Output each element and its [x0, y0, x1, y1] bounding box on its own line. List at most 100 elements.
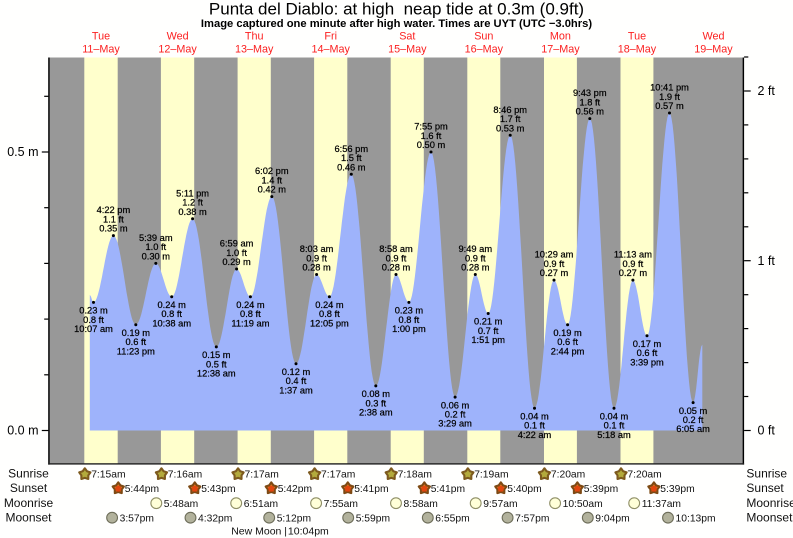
svg-text:0.06 m: 0.06 m [441, 400, 470, 410]
svg-text:5:11 pm: 5:11 pm [176, 188, 209, 198]
svg-text:5:39pm: 5:39pm [660, 484, 694, 495]
svg-text:7:20am: 7:20am [627, 470, 661, 481]
svg-text:4:22 pm: 4:22 pm [97, 205, 131, 215]
svg-text:10:13pm: 10:13pm [676, 513, 716, 524]
svg-text:0.08 m: 0.08 m [362, 389, 391, 399]
svg-text:1.8 ft: 1.8 ft [579, 97, 600, 107]
svg-text:Image captured one minute afte: Image captured one minute after high wat… [201, 18, 592, 30]
svg-text:Moonset: Moonset [5, 510, 52, 524]
svg-text:5:39 am: 5:39 am [139, 233, 173, 243]
svg-text:3:39 pm: 3:39 pm [630, 357, 664, 367]
svg-text:New Moon | 10:04pm: New Moon | 10:04pm [231, 526, 329, 538]
svg-text:0.24 m: 0.24 m [315, 300, 344, 310]
svg-text:0.5 ft: 0.5 ft [206, 359, 227, 369]
svg-text:0.04 m: 0.04 m [600, 411, 629, 421]
svg-text:Mon: Mon [550, 30, 571, 42]
svg-text:0.29 m: 0.29 m [222, 257, 251, 267]
svg-text:1.4 ft: 1.4 ft [261, 175, 282, 185]
svg-text:0.28 m: 0.28 m [302, 263, 331, 273]
svg-text:0.35 m: 0.35 m [99, 224, 128, 234]
svg-text:0.3 ft: 0.3 ft [365, 398, 386, 408]
svg-text:0.2 ft: 0.2 ft [445, 410, 466, 420]
svg-text:5:41pm: 5:41pm [354, 484, 388, 495]
svg-text:10:29 am: 10:29 am [535, 250, 574, 260]
svg-text:6:59 am: 6:59 am [220, 239, 254, 249]
svg-text:5:59pm: 5:59pm [356, 513, 390, 524]
svg-text:Tue: Tue [92, 30, 110, 42]
svg-text:7:17am: 7:17am [321, 470, 355, 481]
svg-text:15–May: 15–May [388, 44, 427, 56]
svg-text:0.9 ft: 0.9 ft [465, 253, 486, 263]
svg-text:5:41pm: 5:41pm [431, 484, 465, 495]
svg-text:7:19am: 7:19am [474, 470, 508, 481]
svg-text:Sat: Sat [399, 30, 415, 42]
svg-text:17–May: 17–May [541, 44, 580, 56]
svg-text:0.2 ft: 0.2 ft [683, 415, 704, 425]
svg-text:9:57am: 9:57am [483, 499, 517, 510]
svg-text:7:15am: 7:15am [91, 470, 125, 481]
svg-text:0.28 m: 0.28 m [382, 263, 411, 273]
svg-text:0.9 ft: 0.9 ft [544, 259, 565, 269]
svg-text:0.6 ft: 0.6 ft [637, 348, 658, 358]
svg-text:Tue: Tue [628, 30, 646, 42]
svg-text:7:20am: 7:20am [551, 470, 585, 481]
svg-text:Sun: Sun [474, 30, 493, 42]
svg-text:Sunrise: Sunrise [8, 467, 49, 481]
svg-text:0.19 m: 0.19 m [122, 328, 151, 338]
svg-text:5:42pm: 5:42pm [278, 484, 312, 495]
svg-text:0 ft: 0 ft [758, 424, 776, 438]
svg-text:2 ft: 2 ft [758, 84, 776, 98]
svg-text:8:58 am: 8:58 am [379, 244, 413, 254]
svg-text:6:05 am: 6:05 am [676, 424, 710, 434]
svg-text:0.23 m: 0.23 m [79, 306, 108, 316]
svg-text:10:41 pm: 10:41 pm [650, 83, 689, 93]
svg-text:7:57pm: 7:57pm [515, 513, 549, 524]
svg-text:5:48am: 5:48am [164, 499, 198, 510]
svg-text:2:44 pm: 2:44 pm [551, 346, 585, 356]
svg-text:0.27 m: 0.27 m [619, 268, 648, 278]
svg-text:0.28 m: 0.28 m [461, 263, 490, 273]
svg-text:6:56 pm: 6:56 pm [335, 144, 369, 154]
svg-text:1:51 pm: 1:51 pm [471, 335, 505, 345]
svg-text:11:19 am: 11:19 am [231, 318, 269, 328]
svg-text:Wed: Wed [702, 30, 724, 42]
svg-text:1.0 ft: 1.0 ft [226, 248, 247, 258]
svg-text:18–May: 18–May [618, 44, 657, 56]
svg-text:11–May: 11–May [82, 44, 120, 56]
svg-text:1.5 ft: 1.5 ft [341, 153, 362, 163]
svg-text:0.04 m: 0.04 m [520, 411, 549, 421]
svg-text:1.1 ft: 1.1 ft [103, 214, 124, 224]
svg-text:0.7 ft: 0.7 ft [478, 326, 499, 336]
svg-text:0.24 m: 0.24 m [157, 300, 186, 310]
svg-text:6:51am: 6:51am [244, 499, 278, 510]
svg-text:0.6 ft: 0.6 ft [125, 337, 146, 347]
svg-text:0.21 m: 0.21 m [474, 317, 503, 327]
svg-text:0.0 m: 0.0 m [7, 424, 38, 438]
svg-text:3:57pm: 3:57pm [120, 513, 154, 524]
svg-text:0.8 ft: 0.8 ft [319, 309, 340, 319]
svg-text:Sunset: Sunset [10, 481, 48, 495]
svg-text:16–May: 16–May [465, 44, 504, 56]
svg-text:10:07 am: 10:07 am [74, 324, 113, 334]
svg-text:11:37am: 11:37am [642, 499, 681, 510]
svg-text:0.1 ft: 0.1 ft [604, 421, 625, 431]
svg-text:0.46 m: 0.46 m [337, 162, 366, 172]
svg-text:0.9 ft: 0.9 ft [386, 253, 407, 263]
svg-text:0.53 m: 0.53 m [496, 123, 525, 133]
svg-text:0.42 m: 0.42 m [258, 185, 287, 195]
svg-text:7:18am: 7:18am [398, 470, 432, 481]
svg-text:0.05 m: 0.05 m [679, 406, 708, 416]
svg-text:0.6 ft: 0.6 ft [557, 337, 578, 347]
svg-text:5:39pm: 5:39pm [584, 484, 618, 495]
svg-text:7:55am: 7:55am [324, 499, 358, 510]
svg-text:1:00 pm: 1:00 pm [392, 324, 426, 334]
svg-text:1.6 ft: 1.6 ft [421, 131, 442, 141]
svg-text:8:46 pm: 8:46 pm [493, 105, 527, 115]
svg-text:0.8 ft: 0.8 ft [161, 309, 182, 319]
svg-text:11:13 am: 11:13 am [614, 250, 652, 260]
svg-text:11:23 pm: 11:23 pm [117, 346, 155, 356]
svg-text:0.38 m: 0.38 m [178, 207, 207, 217]
svg-text:1 ft: 1 ft [758, 254, 776, 268]
svg-text:1.7 ft: 1.7 ft [500, 114, 521, 124]
svg-text:5:44pm: 5:44pm [125, 484, 159, 495]
